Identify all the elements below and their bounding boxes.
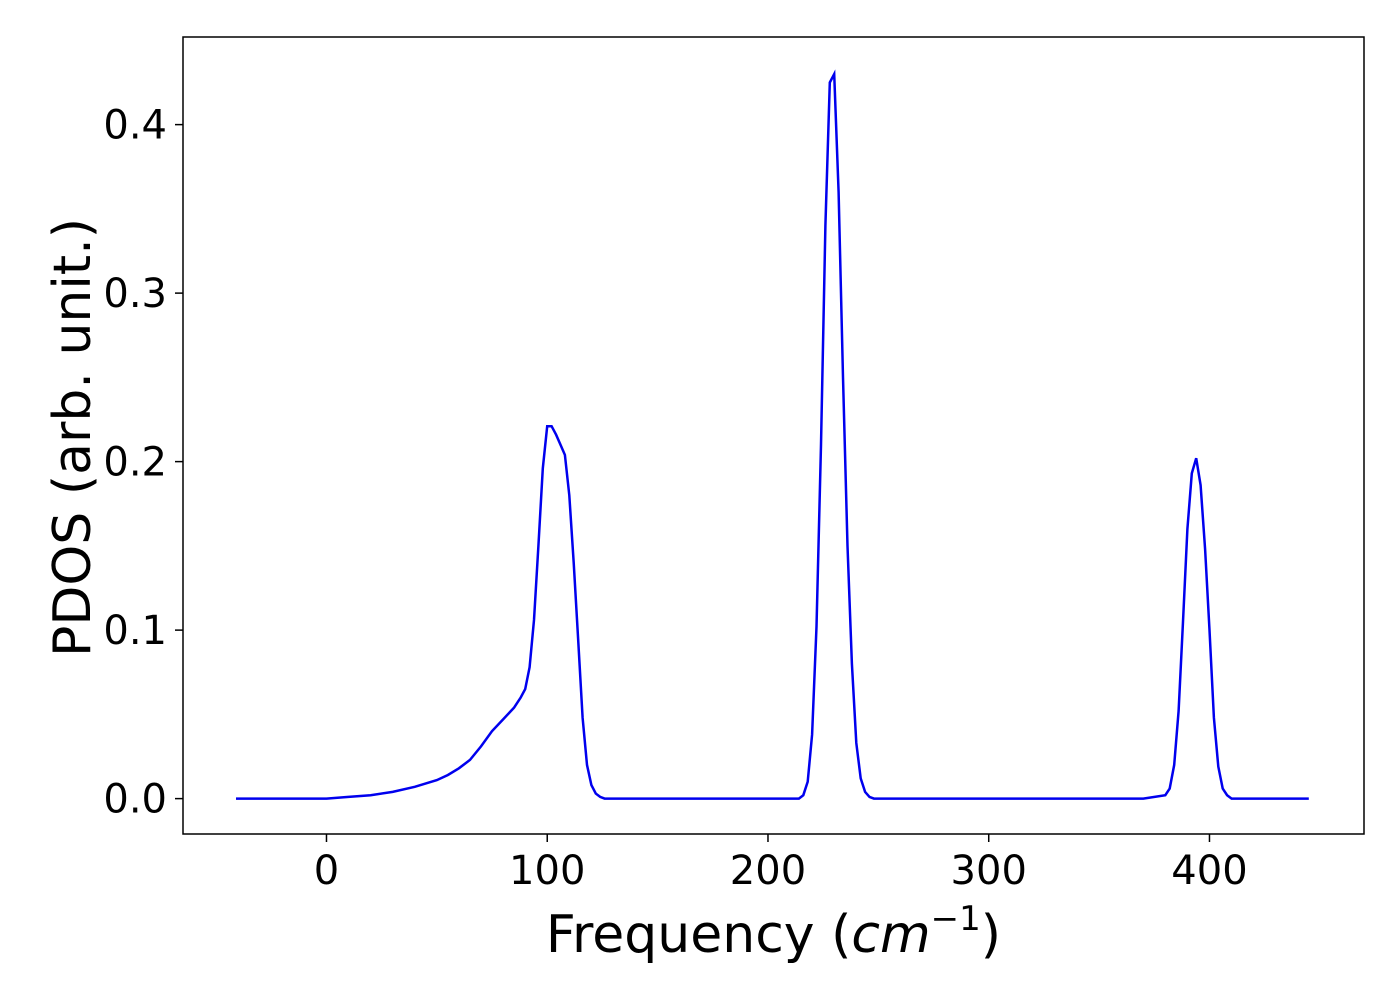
x-tick-label: 300 <box>951 848 1027 894</box>
y-tick-label: 0.2 <box>103 440 167 486</box>
plot-frame <box>182 36 1365 835</box>
x-axis-title-text: Frequency <box>546 905 815 965</box>
x-tick-label: 400 <box>1171 848 1247 894</box>
y-tick-label: 0.1 <box>103 608 167 654</box>
x-tick-label: 200 <box>730 848 806 894</box>
y-axis-title: PDOS (arb. unit.) <box>43 218 103 657</box>
y-tick-label: 0.0 <box>103 777 167 823</box>
x-axis-title: Frequency (cm−1) <box>546 899 1001 965</box>
series-line-pdos <box>236 69 1309 800</box>
x-axis-title-close: ) <box>981 905 1001 965</box>
x-tick-label: 100 <box>509 848 585 894</box>
y-tick-label: 0.4 <box>103 103 167 149</box>
x-tick-label: 0 <box>314 848 339 894</box>
ticks: 0 100 200 300 400 0.0 0.1 0.2 0.3 0.4 <box>103 103 1247 894</box>
x-axis-title-open: ( <box>831 905 851 965</box>
y-tick-label: 0.3 <box>103 271 167 317</box>
x-axis-unit-base: cm <box>851 905 930 965</box>
x-axis-unit-exp: −1 <box>931 899 981 939</box>
